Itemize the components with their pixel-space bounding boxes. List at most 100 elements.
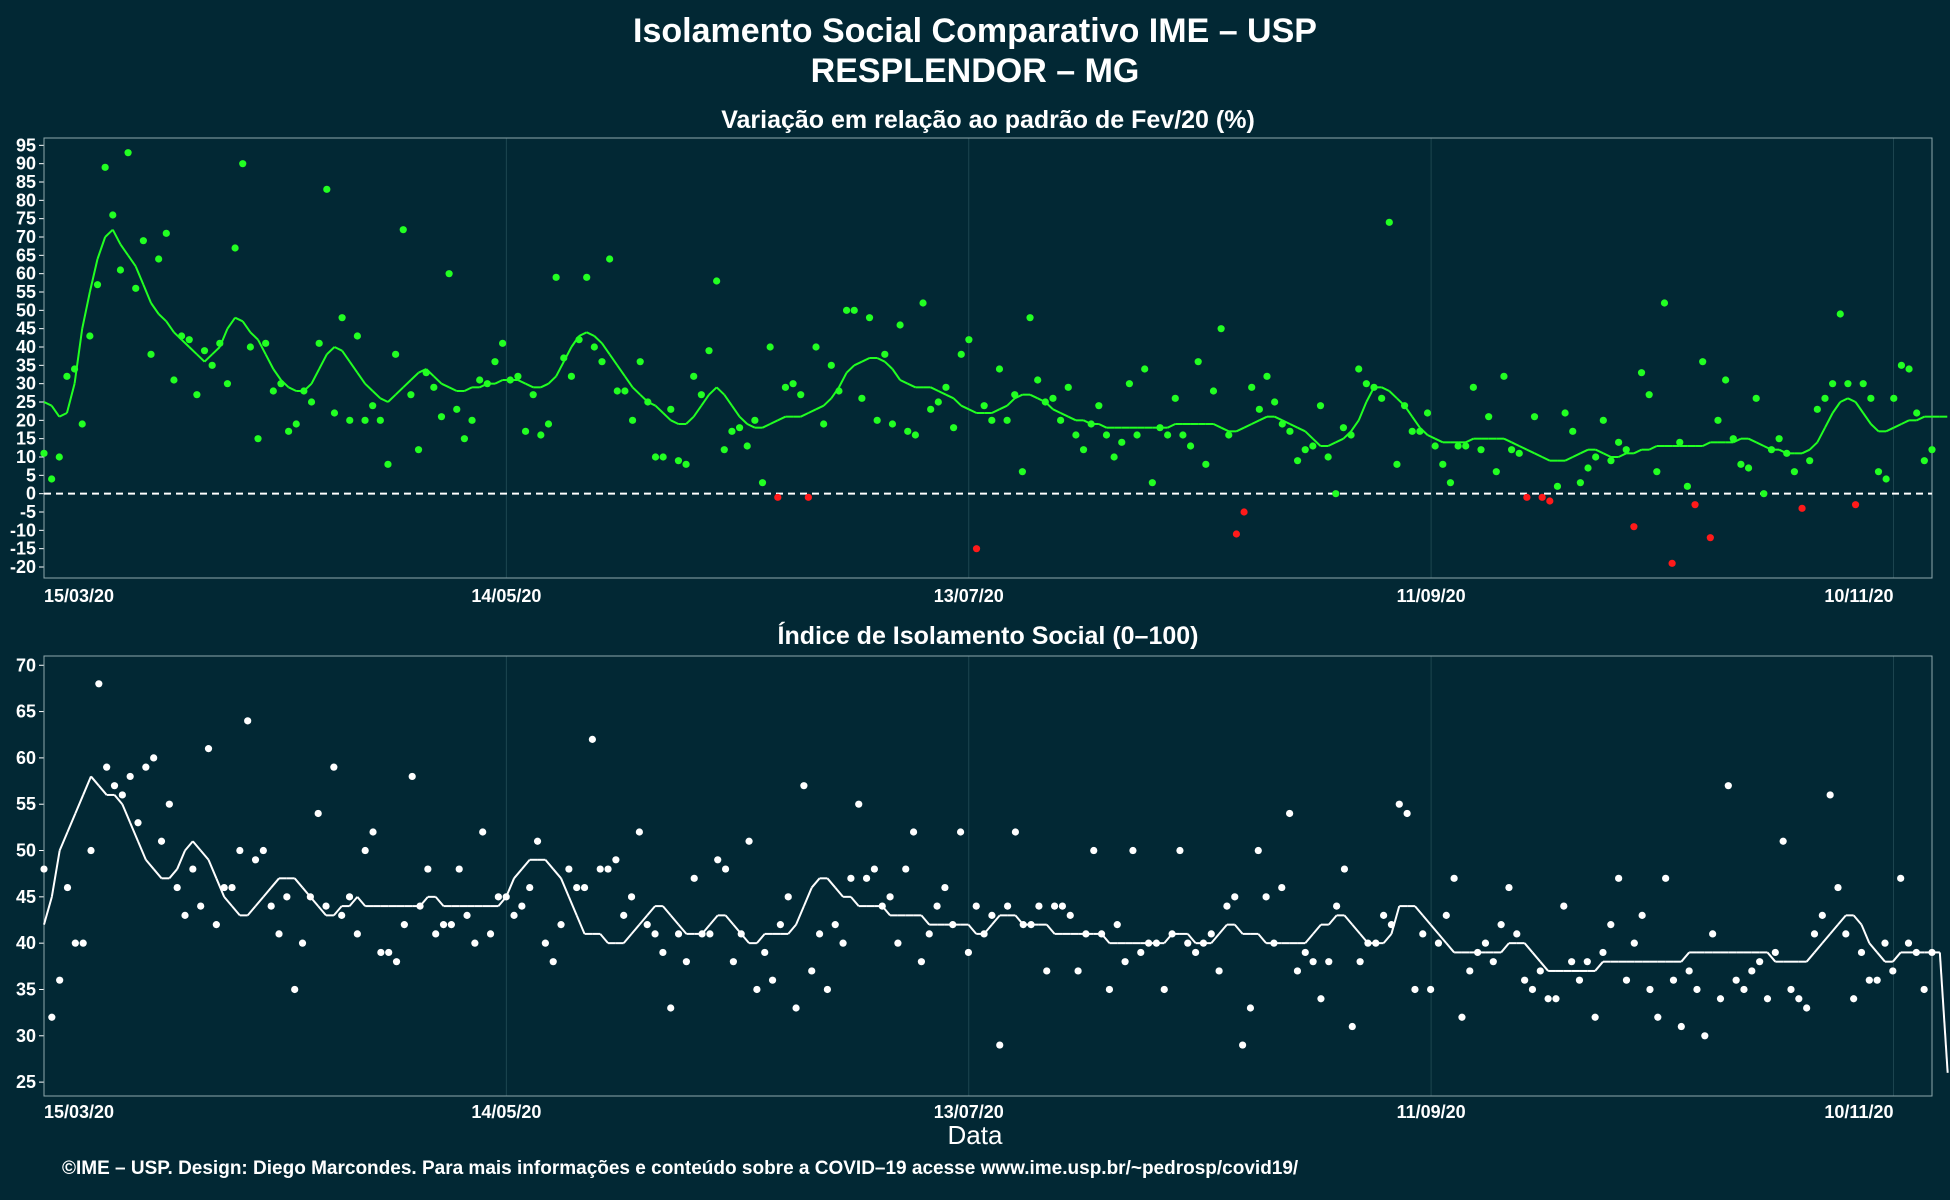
data-point (514, 372, 522, 380)
y-tick-label: 25 (16, 1072, 36, 1092)
data-point (506, 376, 514, 384)
data-point (842, 306, 851, 314)
data-point (177, 332, 186, 340)
x-tick-label: 14/05/20 (471, 586, 541, 606)
average-segment (575, 914, 586, 935)
average-segment (262, 886, 272, 898)
data-point (392, 958, 401, 966)
data-point (1513, 930, 1521, 938)
data-point (298, 939, 307, 947)
data-point (1645, 391, 1653, 399)
data-point (1607, 921, 1615, 929)
data-point (1637, 369, 1646, 377)
data-point (1239, 1041, 1247, 1049)
average-segment (555, 361, 565, 377)
average-segment (50, 850, 61, 898)
data-point (400, 921, 408, 929)
data-point (1599, 416, 1607, 424)
data-point (432, 930, 440, 938)
average-segment (810, 877, 821, 889)
data-point (1818, 911, 1826, 919)
data-point (1615, 874, 1623, 882)
data-point (476, 376, 484, 384)
average-segment (1526, 448, 1535, 455)
average-segment (1289, 423, 1299, 429)
average-segment (1350, 419, 1360, 432)
average-segment (601, 342, 611, 355)
data-point (865, 314, 874, 322)
data-point (1095, 402, 1103, 410)
average-segment (1351, 923, 1361, 935)
data-point (988, 416, 996, 424)
data-point (873, 416, 881, 424)
average-segment (1220, 426, 1230, 433)
average-segment (834, 886, 844, 898)
data-point (1521, 976, 1529, 984)
average-segment (88, 258, 99, 293)
average-segment (145, 859, 155, 870)
data-point (1676, 438, 1684, 446)
y-tick-label: -15 (10, 539, 36, 559)
average-segment (1297, 426, 1306, 433)
data-point (193, 391, 201, 399)
average-segment (967, 923, 978, 935)
data-point (1528, 985, 1537, 994)
average-segment (1052, 408, 1062, 414)
data-point (667, 1004, 675, 1012)
data-point (521, 427, 530, 435)
data-point (1411, 985, 1419, 994)
data-point (743, 442, 751, 450)
average-segment (945, 393, 955, 400)
average-segment (43, 401, 53, 407)
y-tick-label: 35 (16, 979, 36, 999)
data-point (223, 380, 232, 388)
data-point (957, 350, 965, 358)
data-point (1795, 995, 1803, 1003)
average-segment (152, 868, 163, 879)
average-segment (861, 357, 870, 363)
average-segment (1595, 448, 1604, 455)
data-point (1160, 985, 1168, 994)
average-segment (1218, 923, 1228, 935)
data-point (549, 958, 557, 966)
data-point (385, 948, 393, 957)
data-point (1767, 446, 1776, 454)
data-point (1779, 837, 1787, 845)
data-point (1082, 930, 1090, 938)
data-point (118, 791, 126, 799)
data-point (1043, 967, 1051, 975)
data-point (189, 865, 197, 873)
average-segment (434, 896, 445, 907)
average-segment (608, 353, 619, 366)
average-segment (246, 905, 257, 917)
data-point (499, 339, 507, 347)
data-point (338, 911, 346, 919)
data-point (815, 930, 824, 938)
data-point (1897, 361, 1906, 369)
average-segment (907, 382, 916, 389)
data-point (345, 893, 354, 901)
data-point (1254, 846, 1262, 855)
average-segment (930, 386, 939, 392)
average-segment (270, 877, 280, 889)
footer-credit: ©IME – USP. Design: Diego Marcondes. Par… (62, 1158, 1299, 1179)
average-segment (991, 914, 1001, 926)
data-point (1798, 504, 1806, 512)
data-point (855, 800, 863, 808)
data-point (142, 763, 150, 771)
data-point (697, 391, 705, 399)
data-point (1129, 846, 1137, 855)
data-point (1194, 358, 1202, 366)
data-point (494, 893, 502, 901)
average-segment (272, 368, 282, 381)
average-segment (150, 302, 160, 315)
average-segment (1755, 441, 1765, 447)
data-point (1669, 976, 1678, 984)
data-point (870, 865, 879, 873)
average-segment (1748, 437, 1757, 444)
average-segment (1837, 914, 1847, 926)
data-point (613, 387, 621, 395)
data-point (996, 1041, 1004, 1049)
average-segment (379, 397, 389, 403)
